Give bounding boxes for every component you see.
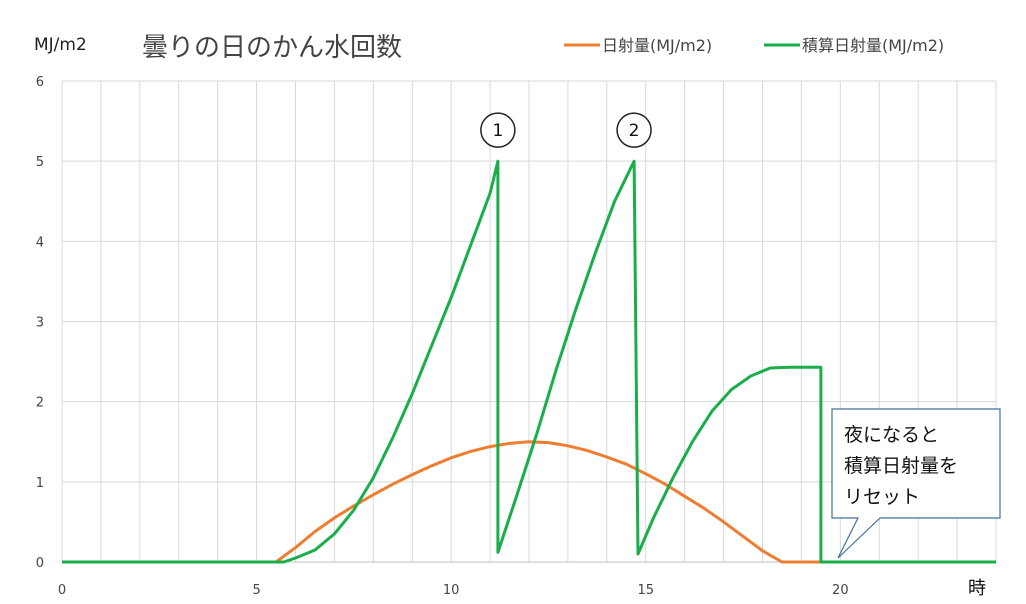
peak-marker-label: 1 — [492, 121, 503, 141]
y-tick-label: 2 — [36, 396, 44, 411]
peak-marker-label: 2 — [629, 121, 640, 141]
y-tick-label: 4 — [36, 235, 44, 250]
y-tick-label: 3 — [36, 316, 44, 331]
x-tick-label: 5 — [252, 583, 260, 598]
x-tick-label: 15 — [637, 583, 654, 598]
y-tick-label: 1 — [36, 476, 44, 491]
x-tick-label: 20 — [832, 583, 849, 598]
legend-label-cumulative: 積算日射量(MJ/m2) — [802, 36, 944, 55]
callout-line-1: 夜になると — [844, 424, 939, 446]
chart-title: 曇りの日のかん水回数 — [142, 33, 402, 63]
y-tick-label: 5 — [36, 155, 44, 170]
callout-line-3: リセット — [844, 486, 920, 508]
legend-label-solar: 日射量(MJ/m2) — [602, 36, 712, 55]
y-axis-unit-label: MJ/m2 — [34, 35, 87, 55]
callout-line-2: 積算日射量を — [844, 455, 958, 477]
x-axis-unit-label: 時 — [968, 578, 986, 599]
y-tick-label: 6 — [36, 75, 44, 90]
y-tick-label: 0 — [36, 556, 44, 571]
x-tick-label: 10 — [443, 583, 460, 598]
x-tick-label: 0 — [58, 583, 66, 598]
